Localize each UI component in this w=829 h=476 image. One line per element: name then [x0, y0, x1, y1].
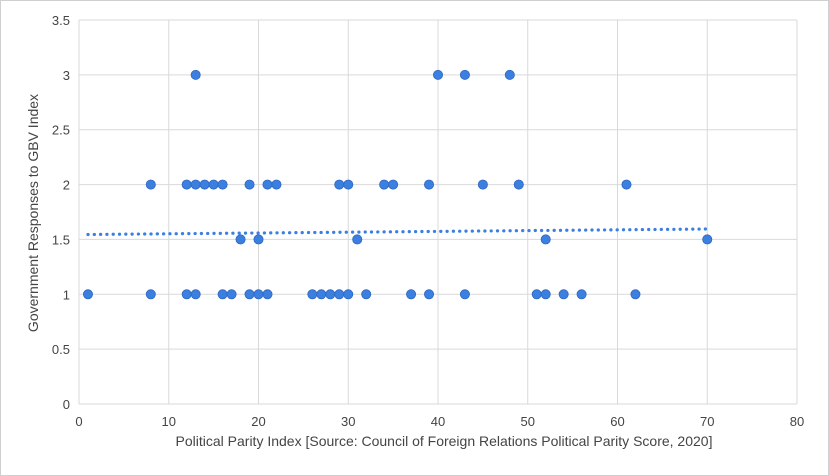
data-point	[181, 289, 192, 300]
data-point	[253, 289, 264, 300]
data-point	[540, 289, 551, 300]
x-tick-label: 50	[521, 414, 535, 429]
data-point	[190, 179, 201, 190]
data-point	[406, 289, 417, 300]
data-point	[217, 289, 228, 300]
trendline	[86, 227, 709, 237]
data-point	[379, 179, 390, 190]
data-point	[540, 234, 551, 245]
data-point	[190, 69, 201, 80]
x-tick-label: 20	[251, 414, 265, 429]
data-point	[271, 179, 282, 190]
data-point	[424, 289, 435, 300]
data-point	[226, 289, 237, 300]
x-tick-label: 0	[75, 414, 82, 429]
data-point	[334, 289, 345, 300]
x-tick-label: 80	[790, 414, 804, 429]
data-point	[621, 179, 632, 190]
y-axis-ticks: 0 0.5 1 1.5 2 2.5 3 3.5	[52, 13, 70, 412]
data-point	[208, 179, 219, 190]
data-point	[262, 289, 273, 300]
data-point	[361, 289, 372, 300]
y-tick-label: 2.5	[52, 123, 70, 138]
data-point	[388, 179, 399, 190]
y-tick-label: 1.5	[52, 232, 70, 247]
data-point	[504, 69, 515, 80]
data-point	[262, 179, 273, 190]
data-point	[459, 69, 470, 80]
x-axis-ticks: 0 10 20 30 40 50 60 70 80	[75, 414, 804, 429]
x-tick-label: 10	[162, 414, 176, 429]
data-point	[343, 179, 354, 190]
data-point	[630, 289, 641, 300]
x-tick-label: 70	[700, 414, 714, 429]
data-point	[459, 289, 470, 300]
trendline-group	[86, 227, 709, 237]
data-point	[307, 289, 318, 300]
y-axis-title: Government Responses to GBV Index	[25, 94, 41, 332]
x-tick-label: 30	[341, 414, 355, 429]
data-point	[199, 179, 210, 190]
y-tick-label: 1	[63, 287, 70, 302]
data-point	[343, 289, 354, 300]
data-point	[316, 289, 327, 300]
data-point	[145, 289, 156, 300]
data-point	[235, 234, 246, 245]
data-point	[702, 234, 713, 245]
data-point	[217, 179, 228, 190]
data-point	[253, 234, 264, 245]
data-points	[82, 69, 713, 300]
x-tick-label: 40	[431, 414, 445, 429]
data-point	[432, 69, 443, 80]
y-tick-label: 3.5	[52, 13, 70, 28]
data-point	[558, 289, 569, 300]
data-point	[424, 179, 435, 190]
data-point	[531, 289, 542, 300]
x-axis-title: Political Parity Index [Source: Council …	[176, 433, 713, 449]
y-tick-label: 3	[63, 68, 70, 83]
y-tick-label: 0.5	[52, 342, 70, 357]
data-point	[513, 179, 524, 190]
y-tick-label: 0	[63, 397, 70, 412]
y-tick-label: 2	[63, 178, 70, 193]
data-point	[334, 179, 345, 190]
data-point	[190, 289, 201, 300]
data-point	[244, 289, 255, 300]
data-point	[325, 289, 336, 300]
data-point	[477, 179, 488, 190]
x-tick-label: 60	[610, 414, 624, 429]
data-point	[145, 179, 156, 190]
data-point	[576, 289, 587, 300]
data-point	[181, 179, 192, 190]
data-point	[82, 289, 93, 300]
data-point	[244, 179, 255, 190]
data-point	[352, 234, 363, 245]
gridlines	[78, 19, 798, 405]
